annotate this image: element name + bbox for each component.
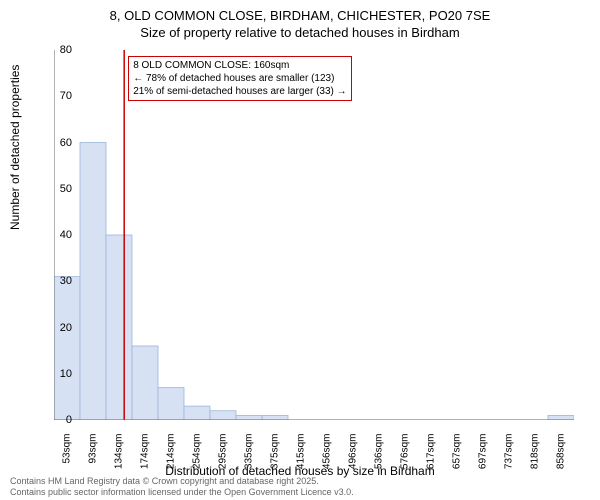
footer-attribution: Contains HM Land Registry data © Crown c… [10,476,354,498]
y-axis-label: Number of detached properties [8,65,22,230]
y-tick-label: 70 [60,90,72,102]
footer-line1: Contains HM Land Registry data © Crown c… [10,476,319,486]
histogram-bar [184,406,210,420]
chart-container: 8, OLD COMMON CLOSE, BIRDHAM, CHICHESTER… [0,0,600,500]
histogram-bar [210,411,236,420]
chart-title: 8, OLD COMMON CLOSE, BIRDHAM, CHICHESTER… [0,0,600,42]
annotation-line2: ← 78% of detached houses are smaller (12… [133,73,334,84]
y-tick-label: 20 [60,322,72,334]
y-tick-label: 40 [60,229,72,241]
histogram-bar [54,277,80,420]
histogram-bar [236,415,262,420]
histogram-bar [80,143,106,421]
histogram-bar [158,388,184,420]
title-line1: 8, OLD COMMON CLOSE, BIRDHAM, CHICHESTER… [110,8,491,23]
plot-svg [54,50,574,420]
annotation-line1: 8 OLD COMMON CLOSE: 160sqm [133,60,289,71]
y-tick-label: 50 [60,183,72,195]
histogram-bar [132,346,158,420]
y-tick-label: 10 [60,368,72,380]
y-tick-label: 60 [60,137,72,149]
title-line2: Size of property relative to detached ho… [140,25,459,40]
histogram-bar [548,415,574,420]
annotation-box: 8 OLD COMMON CLOSE: 160sqm ← 78% of deta… [128,56,351,101]
footer-line2: Contains public sector information licen… [10,487,354,497]
histogram-bar [106,235,132,420]
histogram-bar [262,415,288,420]
y-tick-label: 80 [60,44,72,56]
y-tick-label: 0 [66,414,72,426]
y-tick-label: 30 [60,275,72,287]
annotation-line3: 21% of semi-detached houses are larger (… [133,86,346,97]
